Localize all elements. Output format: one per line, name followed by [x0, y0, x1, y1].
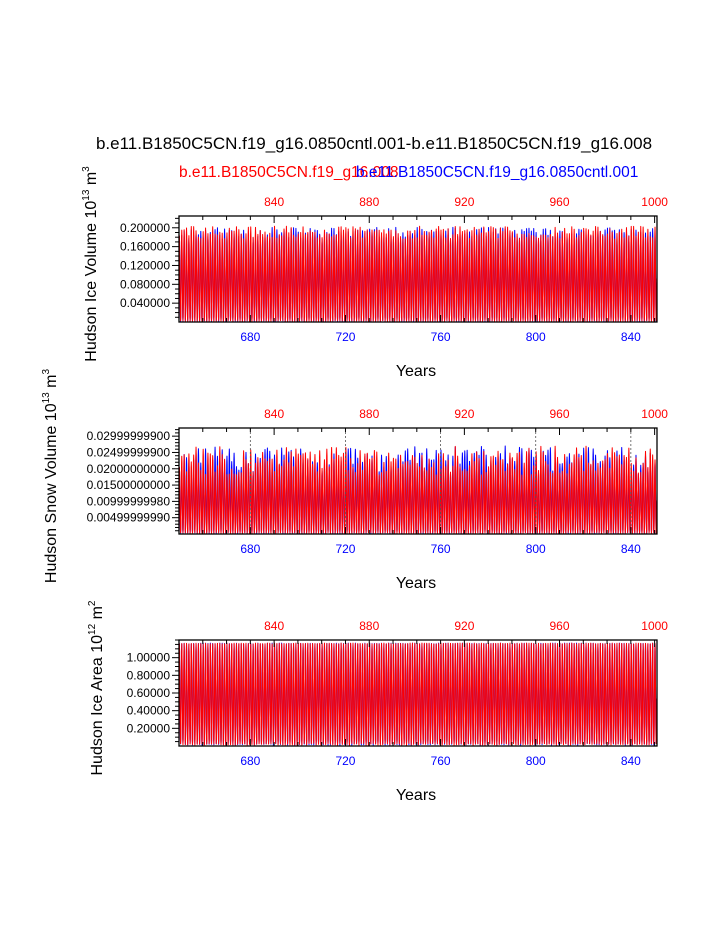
y-axis-label: Hudson Ice Area 1012 m2 [87, 600, 106, 775]
y-axis-label-text: Hudson Ice Area 10 [89, 635, 106, 776]
chart-panel-2: 680 720 760 800 840 840 880 920 960 1000 0.0049999… [41, 368, 668, 592]
bottom-tick-label: 800 [526, 330, 546, 344]
bottom-tick-label: 840 [621, 754, 641, 768]
y-axis-label-text: Hudson Ice Volume 10 [83, 201, 100, 362]
y-tick-label: 0.200000 [120, 221, 170, 235]
y-tick-label: 0.02999999900 [87, 429, 171, 443]
y-tick-label: 0.01500000000 [87, 478, 171, 492]
legend-label-blue: b.e11.B1850C5CN.f19_g16.0850cntl.001 [356, 164, 638, 181]
y-axis-label-exponent: 12 [87, 623, 98, 635]
bottom-tick-label: 720 [335, 754, 355, 768]
y-tick-label: 0.40000 [127, 704, 171, 718]
chart-panels: 680 720 760 800 840 840 880 920 960 1000 0.040000 0… [41, 166, 668, 804]
top-tick-label: 920 [454, 619, 474, 633]
bottom-tick-label: 760 [431, 754, 451, 768]
series-line-red [179, 445, 657, 534]
top-tick-label: 1000 [641, 619, 668, 633]
y-axis-label-unit-exponent: 3 [81, 166, 92, 172]
y-axis-label-unit: m [43, 374, 60, 392]
y-axis-label: Hudson Snow Volume 1013 m3 [41, 368, 60, 583]
x-axis-label: Years [396, 787, 436, 804]
plot-frame [178, 215, 658, 323]
bottom-tick-label: 680 [240, 754, 260, 768]
top-tick-label: 960 [549, 195, 569, 209]
bottom-tick-label: 840 [621, 542, 641, 556]
top-tick-label: 880 [359, 195, 379, 209]
top-tick-label: 960 [549, 619, 569, 633]
top-tick-label: 880 [359, 407, 379, 421]
top-tick-label: 960 [549, 407, 569, 421]
y-tick-label: 0.00499999990 [87, 511, 171, 525]
bottom-tick-label: 760 [431, 330, 451, 344]
plot-area [179, 225, 657, 322]
y-tick-label: 0.60000 [127, 686, 171, 700]
top-tick-label: 880 [359, 619, 379, 633]
x-axis-label: Years [396, 575, 436, 592]
chart-panel-1: 680 720 760 800 840 840 880 920 960 1000 0.040000 0… [81, 166, 668, 380]
bottom-tick-label: 680 [240, 330, 260, 344]
top-tick-label: 920 [454, 407, 474, 421]
bottom-tick-label: 800 [526, 542, 546, 556]
top-tick-label: 920 [454, 195, 474, 209]
y-axis-label-exponent: 13 [81, 189, 92, 201]
bottom-tick-label: 840 [621, 330, 641, 344]
chart-panel-3: 680 720 760 800 840 840 880 920 960 1000 0.20000 0.… [87, 600, 668, 804]
top-tick-label: 1000 [641, 195, 668, 209]
figure-title: b.e11.B1850C5CN.f19_g16.0850cntl.001-b.e… [96, 134, 652, 153]
y-axis-label-text: Hudson Snow Volume 10 [43, 403, 60, 583]
legend-label-red: b.e11.B1850C5CN.f19_g16.008 [179, 164, 398, 181]
top-tick-label: 1000 [641, 407, 668, 421]
bottom-tick-label: 680 [240, 542, 260, 556]
bottom-tick-label: 760 [431, 542, 451, 556]
plot-area [179, 642, 657, 746]
y-axis-label-exponent: 13 [41, 392, 52, 404]
y-tick-label: 0.080000 [120, 277, 170, 291]
top-tick-label: 840 [264, 619, 284, 633]
y-tick-label: 0.00999999980 [87, 494, 171, 508]
y-tick-label: 0.80000 [127, 668, 171, 682]
bottom-tick-label: 720 [335, 330, 355, 344]
series-line-red [179, 642, 657, 746]
top-tick-label: 840 [264, 195, 284, 209]
series-line-red [179, 225, 657, 322]
y-tick-label: 0.20000 [127, 721, 171, 735]
y-axis-label-unit: m [89, 606, 106, 624]
y-tick-label: 0.120000 [120, 258, 170, 272]
y-tick-label: 0.160000 [120, 240, 170, 254]
bottom-tick-label: 720 [335, 542, 355, 556]
y-axis-label-unit-exponent: 3 [41, 368, 52, 374]
plot-area [179, 445, 657, 534]
y-axis-label-unit-exponent: 2 [87, 600, 98, 606]
y-axis-label: Hudson Ice Volume 1013 m3 [81, 166, 100, 362]
plot-frame [178, 427, 658, 535]
y-tick-label: 1.00000 [127, 651, 171, 665]
top-tick-label: 840 [264, 407, 284, 421]
y-tick-label: 0.02000000000 [87, 462, 171, 476]
y-tick-label: 0.02499999900 [87, 445, 171, 459]
y-tick-label: 0.040000 [120, 296, 170, 310]
y-axis-label-unit: m [83, 172, 100, 190]
x-axis-label: Years [396, 363, 436, 380]
bottom-tick-label: 800 [526, 754, 546, 768]
